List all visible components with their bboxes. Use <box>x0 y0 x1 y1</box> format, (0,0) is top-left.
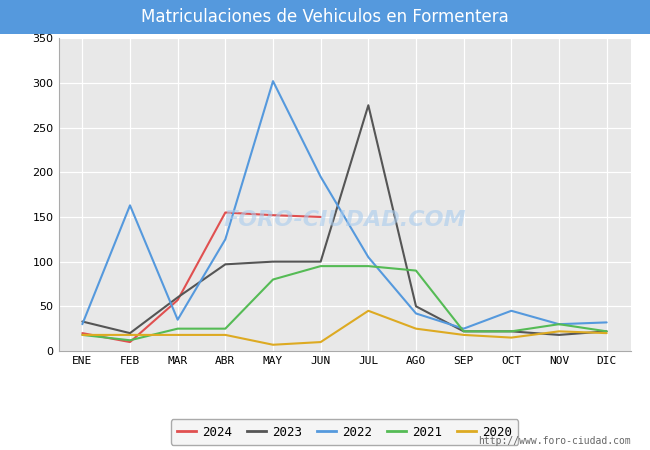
Text: FORO-CIUDAD.COM: FORO-CIUDAD.COM <box>223 210 466 230</box>
Legend: 2024, 2023, 2022, 2021, 2020: 2024, 2023, 2022, 2021, 2020 <box>171 419 518 445</box>
Text: Matriculaciones de Vehiculos en Formentera: Matriculaciones de Vehiculos en Formente… <box>141 8 509 26</box>
Text: http://www.foro-ciudad.com: http://www.foro-ciudad.com <box>478 436 630 446</box>
